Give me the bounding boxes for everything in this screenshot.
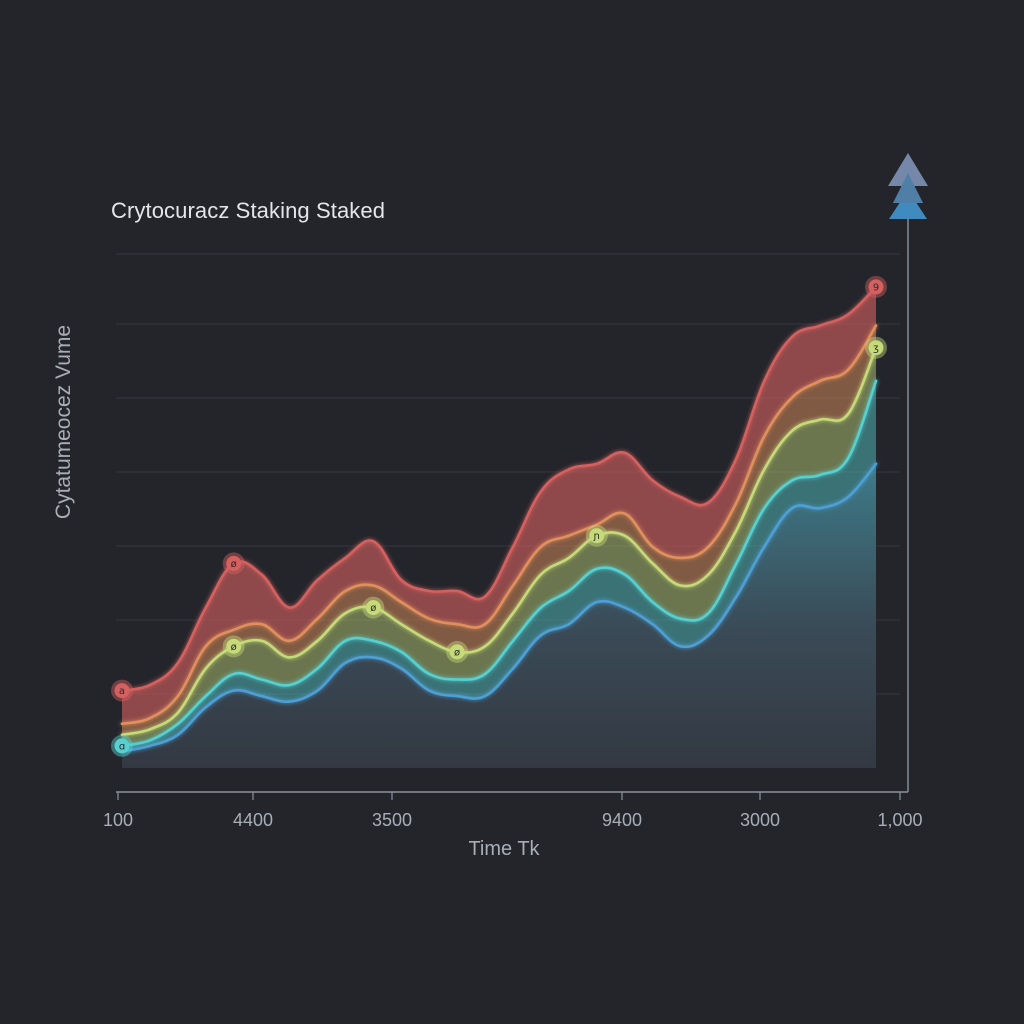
x-tick-label: 100 [103, 810, 133, 830]
area-bands [122, 286, 876, 768]
x-tick-label: 3500 [372, 810, 412, 830]
y-axis-arrow-lower [889, 190, 927, 219]
area-base [122, 463, 876, 768]
data-point [589, 528, 605, 544]
data-point [114, 683, 130, 699]
data-point-label: ʒ [873, 343, 879, 354]
data-point-label: ø [231, 559, 237, 570]
area-band-1 [122, 286, 876, 724]
data-point [365, 600, 381, 616]
data-point-label: ø [370, 603, 376, 614]
data-markers: a ø 9 ø ø ø ɲ ʒ ɑ [111, 275, 887, 757]
series-line-1 [120, 285, 878, 692]
data-point-label: ø [454, 647, 460, 658]
axes [116, 153, 928, 800]
x-tick-labels: 100 4400 3500 9400 3000 1,000 [103, 810, 923, 830]
y-axis-arrow-middle [893, 173, 923, 203]
data-point-label: ø [231, 642, 237, 653]
data-point [226, 555, 242, 571]
data-point-label: ɲ [593, 531, 600, 542]
data-point-label: ɑ [119, 741, 125, 752]
x-tick-label: 4400 [233, 810, 273, 830]
data-point [226, 638, 242, 654]
series-line-3 [120, 346, 878, 737]
data-point-label: 9 [873, 282, 879, 293]
chart-title: Crytocuracz Staking Staked [111, 198, 386, 223]
series-lines [120, 285, 878, 753]
data-point [868, 279, 884, 295]
x-axis-label: Time Tk [468, 838, 540, 860]
x-tick-label: 1,000 [877, 810, 922, 830]
data-point [449, 644, 465, 660]
area-band-2 [122, 325, 876, 735]
x-tick-label: 3000 [740, 810, 780, 830]
x-tick-label: 9400 [602, 810, 642, 830]
data-point [868, 340, 884, 356]
data-point [114, 738, 130, 754]
data-point-label: a [119, 686, 125, 697]
series-line-4 [120, 379, 878, 748]
series-line-5 [120, 462, 878, 753]
y-axis-arrow-upper [888, 153, 928, 186]
series-line-2 [120, 324, 878, 726]
